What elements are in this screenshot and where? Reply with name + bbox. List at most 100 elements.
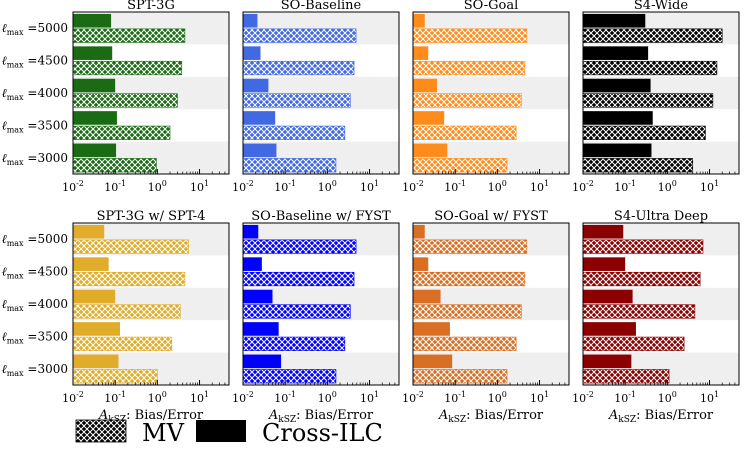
x-tick-label: 10-2 bbox=[62, 179, 84, 194]
legend-label-cross-ilc: Cross-ILC bbox=[262, 419, 383, 447]
panel-title: SO-Baseline bbox=[281, 0, 362, 13]
bar-mv bbox=[582, 369, 670, 384]
y-tick-label: ℓmax =3500 bbox=[2, 118, 68, 134]
bar-mv bbox=[72, 60, 183, 76]
legend-swatch-cross-ilc bbox=[196, 420, 246, 442]
y-tick-label: ℓmax =5000 bbox=[2, 21, 68, 37]
bar-mv bbox=[412, 369, 508, 384]
bar-mv bbox=[582, 28, 723, 43]
bar-cross-ilc bbox=[73, 13, 112, 28]
panel-title: S4-Ultra Deep bbox=[614, 209, 708, 224]
y-tick-label: ℓmax =4500 bbox=[2, 265, 68, 281]
x-tick-label: 100 bbox=[318, 179, 337, 194]
bar-mv bbox=[582, 60, 718, 76]
bar-cross-ilc bbox=[413, 46, 429, 60]
x-tick-label: 101 bbox=[700, 179, 719, 194]
x-tick-label: 101 bbox=[360, 179, 379, 194]
bar-cross-ilc bbox=[243, 13, 258, 28]
bar-cross-ilc bbox=[413, 257, 429, 271]
x-tick-label: 10-2 bbox=[402, 179, 424, 194]
legend-swatch-mv bbox=[75, 419, 127, 443]
bar-mv bbox=[242, 60, 355, 76]
bar-mv bbox=[242, 158, 337, 173]
panel-so-goal-w-fyst: 10-2 10-1 100 101 SO-Goal w/ FYST AkSZ: Bias/… bbox=[402, 209, 570, 425]
bar-mv bbox=[582, 239, 704, 254]
bar-mv bbox=[242, 125, 346, 140]
bar-mv bbox=[72, 304, 181, 319]
bar-cross-ilc bbox=[413, 111, 445, 125]
bar-cross-ilc bbox=[583, 78, 651, 93]
bar-cross-ilc bbox=[583, 46, 649, 60]
y-tick-label: ℓmax =4000 bbox=[2, 86, 68, 102]
panel-so-baseline: 10-2 10-1 100 101 SO-Baseline bbox=[232, 0, 400, 194]
bar-mv bbox=[72, 28, 186, 43]
x-tick-label: 10-2 bbox=[232, 179, 254, 194]
bar-cross-ilc bbox=[413, 224, 425, 239]
x-tick-label: 10-1 bbox=[614, 179, 636, 194]
bar-mv bbox=[412, 336, 517, 351]
bar-cross-ilc bbox=[583, 143, 652, 158]
bar-mv bbox=[72, 239, 189, 254]
bar-cross-ilc bbox=[73, 322, 120, 336]
y-tick-label: ℓmax =3000 bbox=[2, 151, 68, 167]
bar-mv bbox=[412, 93, 522, 108]
x-tick-label: 10-1 bbox=[444, 390, 466, 405]
bar-mv bbox=[242, 304, 351, 319]
panel-spt-3g-w-spt-4: 10-2 10-1 100 101 SPT-3G w/ SPT-4 ℓmax =5000 ℓ… bbox=[2, 209, 230, 425]
bar-cross-ilc bbox=[73, 354, 119, 369]
panel-title: SO-Baseline w/ FYST bbox=[251, 209, 391, 224]
bar-cross-ilc bbox=[243, 289, 273, 304]
x-tick-label: 10-1 bbox=[104, 179, 126, 194]
x-tick-label: 10-1 bbox=[274, 179, 296, 194]
bar-mv bbox=[242, 93, 351, 108]
bar-mv bbox=[582, 93, 714, 108]
bar-mv bbox=[412, 158, 508, 173]
bar-cross-ilc bbox=[583, 257, 626, 271]
bar-mv bbox=[582, 271, 701, 287]
panel-title: SPT-3G bbox=[127, 0, 175, 13]
bar-mv bbox=[582, 304, 696, 319]
bar-cross-ilc bbox=[243, 224, 259, 239]
x-tick-label: 100 bbox=[658, 179, 677, 194]
panel-s4-ultra-deep: 10-2 10-1 100 101 S4-Ultra Deep AkSZ: Bias/Er… bbox=[572, 209, 740, 425]
x-axis-label: AkSZ: Bias/Error bbox=[268, 408, 374, 425]
x-tick-label: 100 bbox=[318, 390, 337, 405]
y-tick-label: ℓmax =3500 bbox=[2, 329, 68, 345]
x-tick-label: 100 bbox=[148, 390, 167, 405]
y-tick-label: ℓmax =3000 bbox=[2, 362, 68, 378]
bar-cross-ilc bbox=[243, 78, 269, 93]
panel-title: SO-Goal w/ FYST bbox=[434, 209, 548, 224]
bar-cross-ilc bbox=[73, 111, 117, 125]
bar-mv bbox=[72, 336, 173, 351]
bar-mv bbox=[242, 239, 357, 254]
bar-cross-ilc bbox=[413, 289, 441, 304]
x-tick-label: 100 bbox=[488, 390, 507, 405]
bar-mv bbox=[412, 304, 522, 319]
bar-cross-ilc bbox=[73, 224, 105, 239]
x-axis-label: AkSZ: Bias/Error bbox=[608, 408, 714, 425]
bar-cross-ilc bbox=[583, 13, 646, 28]
bar-cross-ilc bbox=[583, 322, 636, 336]
bar-mv bbox=[242, 369, 337, 384]
x-tick-label: 101 bbox=[190, 179, 209, 194]
legend: MV Cross-ILC bbox=[75, 419, 383, 447]
bar-mv bbox=[582, 125, 706, 140]
x-tick-label: 10-2 bbox=[232, 390, 254, 405]
bar-cross-ilc bbox=[583, 289, 633, 304]
x-tick-label: 100 bbox=[488, 179, 507, 194]
x-tick-label: 100 bbox=[148, 179, 167, 194]
bar-cross-ilc bbox=[73, 257, 109, 271]
x-tick-label: 101 bbox=[360, 390, 379, 405]
panel-so-goal: 10-2 10-1 100 101 SO-Goal bbox=[402, 0, 570, 194]
y-tick-label: ℓmax =4000 bbox=[2, 297, 68, 313]
x-tick-label: 101 bbox=[530, 179, 549, 194]
bar-mv bbox=[242, 336, 346, 351]
bar-mv bbox=[72, 271, 186, 287]
x-tick-label: 10-2 bbox=[572, 179, 594, 194]
x-tick-label: 10-2 bbox=[402, 390, 424, 405]
bar-cross-ilc bbox=[583, 354, 632, 369]
x-tick-label: 10-1 bbox=[274, 390, 296, 405]
bar-mv bbox=[412, 271, 526, 287]
panel-spt-3g: 10-2 10-1 100 101 SPT-3G ℓmax =5000 ℓmax =4500… bbox=[2, 0, 230, 194]
